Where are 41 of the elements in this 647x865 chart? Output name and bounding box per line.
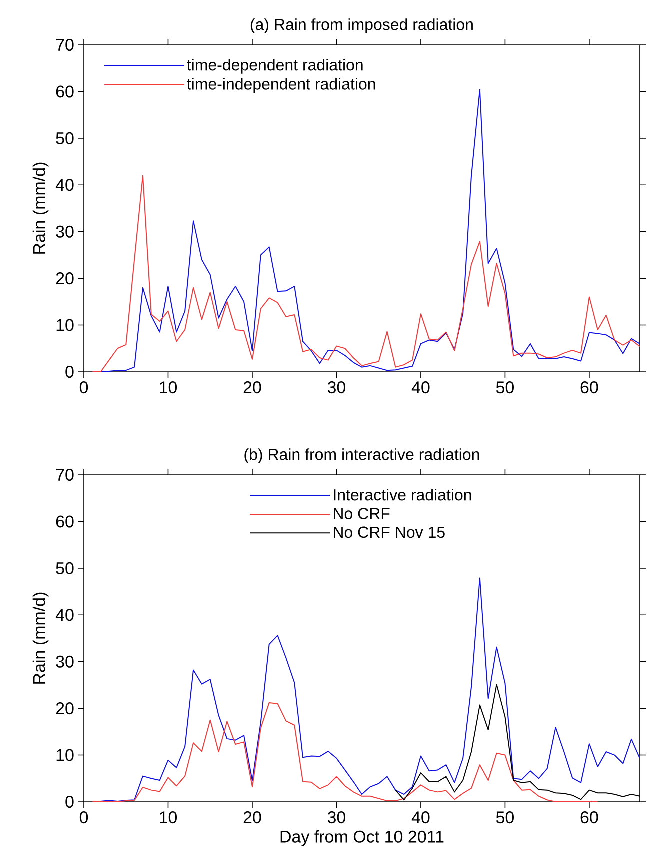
x-tick-label: 60 bbox=[580, 382, 598, 394]
y-tick-label: 60 bbox=[56, 86, 74, 98]
x-tick-label: 40 bbox=[412, 812, 430, 824]
y-tick-label: 50 bbox=[56, 132, 74, 144]
legend-label: time-dependent radiation bbox=[187, 59, 363, 74]
x-tick-label: 20 bbox=[244, 812, 262, 824]
x-tick-label: 0 bbox=[80, 382, 88, 394]
legend-label: Interactive radiation bbox=[334, 489, 472, 501]
x-tick-label: 20 bbox=[244, 382, 262, 394]
x-tick-label: 30 bbox=[328, 812, 346, 824]
y-tick-label: 40 bbox=[56, 609, 74, 622]
legend-label: No CRF Nov 15 bbox=[334, 526, 445, 538]
x-tick-label: 10 bbox=[160, 382, 178, 394]
x-tick-label: 0 bbox=[80, 812, 88, 824]
y-tick-label: 20 bbox=[56, 702, 74, 715]
y-tick-label: 10 bbox=[56, 319, 74, 332]
x-tick-label: 50 bbox=[496, 382, 514, 394]
y-tick-label: 60 bbox=[56, 516, 74, 528]
x-tick-label: 50 bbox=[496, 812, 514, 824]
x-tick-label: 60 bbox=[580, 812, 598, 824]
x-axis-title: Day from Oct 10 2011 bbox=[280, 830, 444, 846]
chart-title: (b) Rain from interactive radiation bbox=[244, 448, 480, 464]
y-tick-label: 50 bbox=[56, 562, 74, 574]
y-tick-label: 10 bbox=[56, 749, 74, 762]
y-axis-title: Rain (mm/d) bbox=[32, 592, 49, 684]
y-tick-label: 70 bbox=[56, 468, 74, 482]
y-tick-label: 20 bbox=[56, 272, 74, 285]
y-tick-label: 70 bbox=[56, 38, 74, 52]
y-tick-label: 30 bbox=[56, 656, 74, 668]
x-tick-label: 40 bbox=[412, 382, 430, 394]
y-axis-title: Rain (mm/d) bbox=[32, 162, 49, 254]
y-tick-label: 30 bbox=[56, 226, 74, 238]
y-tick-label: 0 bbox=[66, 366, 74, 378]
chart-title: (a) Rain from imposed radiation bbox=[250, 18, 473, 34]
y-tick-label: 40 bbox=[56, 179, 74, 192]
y-tick-label: 0 bbox=[66, 796, 74, 808]
line-series bbox=[92, 175, 640, 372]
x-tick-label: 30 bbox=[328, 382, 346, 394]
legend-label: time-independent radiation bbox=[187, 78, 376, 94]
legend-label: No CRF bbox=[334, 508, 390, 520]
x-tick-label: 10 bbox=[160, 812, 178, 824]
